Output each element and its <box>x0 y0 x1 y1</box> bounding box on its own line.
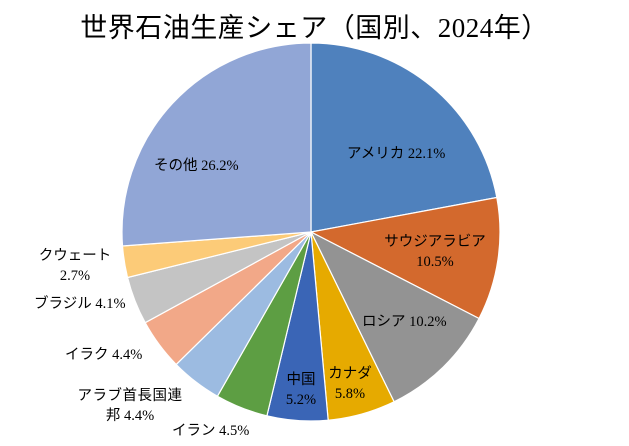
label-saudi-arabia: サウジアラビア 10.5% <box>384 234 486 270</box>
label-brazil: ブラジル 4.1% <box>34 296 126 312</box>
label-china: 中国 5.2% <box>285 372 317 408</box>
label-russia: ロシア 10.2% <box>362 314 447 330</box>
label-iraq: イラク 4.4% <box>65 347 143 363</box>
label-iran: イラン 4.5% <box>172 423 250 439</box>
label-kuwait: クウェート 2.7% <box>38 248 112 284</box>
pie-slice <box>309 230 480 403</box>
label-others: その他 26.2% <box>154 158 239 174</box>
pie-slice <box>309 196 501 320</box>
label-canada: カナダ 5.8% <box>328 366 372 402</box>
pie-slice <box>310 42 498 233</box>
chart-title: 世界石油生産シェア（国別、2024年） <box>80 13 549 43</box>
pie-slice <box>121 42 312 247</box>
label-uae: アラブ首長国連 邦 4.4% <box>77 388 183 424</box>
label-usa: アメリカ 22.1% <box>347 146 446 162</box>
